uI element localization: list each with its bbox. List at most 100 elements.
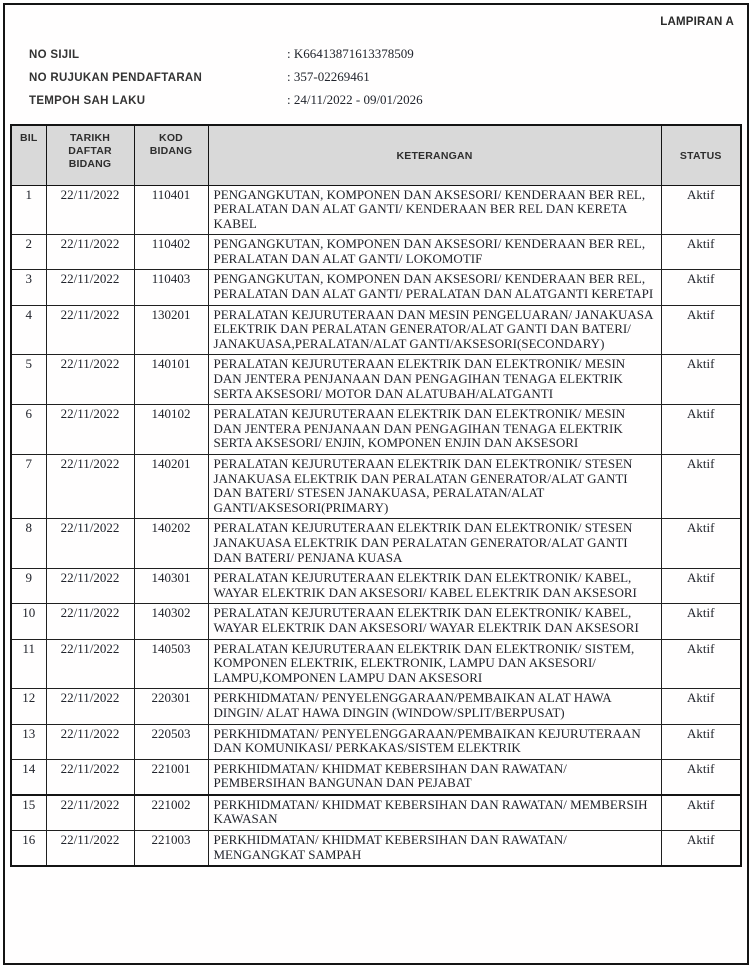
bil-cell: 13 (10, 723, 47, 760)
kod-cell: 220503 (133, 723, 209, 760)
tarikh-cell: 22/11/2022 (45, 793, 135, 832)
lampiran-label: LAMPIRAN A (660, 16, 734, 28)
tempoh-sah-laku-value: 24/11/2022 - 09/01/2026 (287, 92, 423, 108)
bil-cell: 14 (10, 758, 47, 796)
keterangan-cell: PERALATAN KEJURUTERAAN DAN MESIN PENGELU… (207, 304, 662, 356)
kod-cell: 140301 (133, 568, 209, 605)
status-cell: Aktif (660, 603, 742, 640)
tarikh-cell: 22/11/2022 (45, 688, 135, 725)
keterangan-cell: PERKHIDMATAN/ KHIDMAT KEBERSIHAN DAN RAW… (207, 793, 662, 832)
tarikh-cell: 22/11/2022 (45, 758, 135, 796)
bil-cell: 1 (10, 184, 47, 236)
bil-cell: 3 (10, 269, 47, 306)
info-row-no-sijil: NO SIJIL K66413871613378509 (29, 46, 747, 62)
keterangan-cell: PERKHIDMATAN/ PENYELENGGARAAN/PEMBAIKAN … (207, 723, 662, 760)
tarikh-cell: 22/11/2022 (45, 453, 135, 520)
no-sijil-label: NO SIJIL (29, 49, 80, 61)
column-header-bil: BIL (10, 124, 47, 186)
no-rujukan-value: 357-02269461 (287, 69, 370, 85)
tarikh-cell: 22/11/2022 (45, 234, 135, 271)
bil-cell: 4 (10, 304, 47, 356)
info-row-tempoh-sah-laku: TEMPOH SAH LAKU 24/11/2022 - 09/01/2026 (29, 92, 747, 108)
bil-cell: 9 (10, 568, 47, 605)
bil-cell: 6 (10, 404, 47, 455)
tarikh-cell: 22/11/2022 (45, 269, 135, 306)
kod-cell: 110403 (133, 269, 209, 306)
table-row: 14 22/11/2022 221001 PERKHIDMATAN/ KHIDM… (10, 758, 742, 796)
table-row: 6 22/11/2022 140102 PERALATAN KEJURUTERA… (10, 404, 742, 455)
keterangan-cell: PERALATAN KEJURUTERAAN ELEKTRIK DAN ELEK… (207, 568, 662, 605)
bil-cell: 8 (10, 518, 47, 570)
keterangan-cell: PERALATAN KEJURUTERAAN ELEKTRIK DAN ELEK… (207, 638, 662, 690)
table-row: 4 22/11/2022 130201 PERALATAN KEJURUTERA… (10, 304, 742, 356)
status-cell: Aktif (660, 234, 742, 271)
column-header-kod: KOD BIDANG (133, 124, 209, 186)
status-cell: Aktif (660, 723, 742, 760)
kod-cell: 221003 (133, 830, 209, 867)
info-row-no-rujukan: NO RUJUKAN PENDAFTARAN 357-02269461 (29, 69, 747, 85)
tarikh-cell: 22/11/2022 (45, 723, 135, 760)
table-row: 10 22/11/2022 140302 PERALATAN KEJURUTER… (10, 603, 742, 640)
column-header-tarikh: TARIKH DAFTAR BIDANG (45, 124, 135, 186)
status-cell: Aktif (660, 758, 742, 796)
table-row: 5 22/11/2022 140101 PERALATAN KEJURUTERA… (10, 354, 742, 406)
column-header-keterangan: KETERANGAN (207, 124, 662, 186)
kod-cell: 221001 (133, 758, 209, 796)
bil-cell: 12 (10, 688, 47, 725)
certificate-info-block: NO SIJIL K66413871613378509 NO RUJUKAN P… (29, 46, 747, 108)
table-header: BIL TARIKH DAFTAR BIDANG KOD BIDANG KETE… (10, 124, 742, 186)
kod-cell: 140302 (133, 603, 209, 640)
kod-cell: 140503 (133, 638, 209, 690)
status-cell: Aktif (660, 354, 742, 406)
bil-cell: 5 (10, 354, 47, 406)
kod-cell: 110401 (133, 184, 209, 236)
kod-cell: 140102 (133, 404, 209, 455)
bil-cell: 15 (10, 793, 47, 832)
bil-cell: 16 (10, 830, 47, 867)
keterangan-cell: PERALATAN KEJURUTERAAN ELEKTRIK DAN ELEK… (207, 404, 662, 455)
bil-cell: 2 (10, 234, 47, 271)
keterangan-cell: PENGANGKUTAN, KOMPONEN DAN AKSESORI/ KEN… (207, 234, 662, 271)
keterangan-cell: PERALATAN KEJURUTERAAN ELEKTRIK DAN ELEK… (207, 354, 662, 406)
table-row: 7 22/11/2022 140201 PERALATAN KEJURUTERA… (10, 453, 742, 520)
keterangan-cell: PERKHIDMATAN/ KHIDMAT KEBERSIHAN DAN RAW… (207, 758, 662, 796)
status-cell: Aktif (660, 830, 742, 867)
status-cell: Aktif (660, 184, 742, 236)
table-row: 11 22/11/2022 140503 PERALATAN KEJURUTER… (10, 638, 742, 690)
tempoh-sah-laku-label: TEMPOH SAH LAKU (29, 95, 146, 107)
kod-cell: 140202 (133, 518, 209, 570)
tarikh-cell: 22/11/2022 (45, 830, 135, 867)
column-header-status: STATUS (660, 124, 742, 186)
kod-cell: 140101 (133, 354, 209, 406)
kod-cell: 221002 (133, 793, 209, 832)
tarikh-cell: 22/11/2022 (45, 404, 135, 455)
kod-cell: 220301 (133, 688, 209, 725)
table-row: 12 22/11/2022 220301 PERKHIDMATAN/ PENYE… (10, 688, 742, 725)
no-rujukan-label: NO RUJUKAN PENDAFTARAN (29, 72, 203, 84)
bil-cell: 11 (10, 638, 47, 690)
tarikh-cell: 22/11/2022 (45, 568, 135, 605)
kod-cell: 140201 (133, 453, 209, 520)
status-cell: Aktif (660, 404, 742, 455)
bil-cell: 7 (10, 453, 47, 520)
bil-cell: 10 (10, 603, 47, 640)
keterangan-cell: PENGANGKUTAN, KOMPONEN DAN AKSESORI/ KEN… (207, 269, 662, 306)
kod-cell: 130201 (133, 304, 209, 356)
status-cell: Aktif (660, 304, 742, 356)
status-cell: Aktif (660, 638, 742, 690)
table-row: 15 22/11/2022 221002 PERKHIDMATAN/ KHIDM… (10, 793, 742, 832)
table-row: 1 22/11/2022 110401 PENGANGKUTAN, KOMPON… (10, 184, 742, 236)
status-cell: Aktif (660, 269, 742, 306)
table-row: 8 22/11/2022 140202 PERALATAN KEJURUTERA… (10, 518, 742, 570)
keterangan-cell: PERALATAN KEJURUTERAAN ELEKTRIK DAN ELEK… (207, 453, 662, 520)
table-row: 16 22/11/2022 221003 PERKHIDMATAN/ KHIDM… (10, 830, 742, 867)
tarikh-cell: 22/11/2022 (45, 638, 135, 690)
registration-table: BIL TARIKH DAFTAR BIDANG KOD BIDANG KETE… (10, 124, 742, 868)
keterangan-cell: PERALATAN KEJURUTERAAN ELEKTRIK DAN ELEK… (207, 518, 662, 570)
status-cell: Aktif (660, 568, 742, 605)
keterangan-cell: PENGANGKUTAN, KOMPONEN DAN AKSESORI/ KEN… (207, 184, 662, 236)
keterangan-cell: PERALATAN KEJURUTERAAN ELEKTRIK DAN ELEK… (207, 603, 662, 640)
table-row: 13 22/11/2022 220503 PERKHIDMATAN/ PENYE… (10, 723, 742, 760)
tarikh-cell: 22/11/2022 (45, 184, 135, 236)
keterangan-cell: PERKHIDMATAN/ KHIDMAT KEBERSIHAN DAN RAW… (207, 830, 662, 867)
